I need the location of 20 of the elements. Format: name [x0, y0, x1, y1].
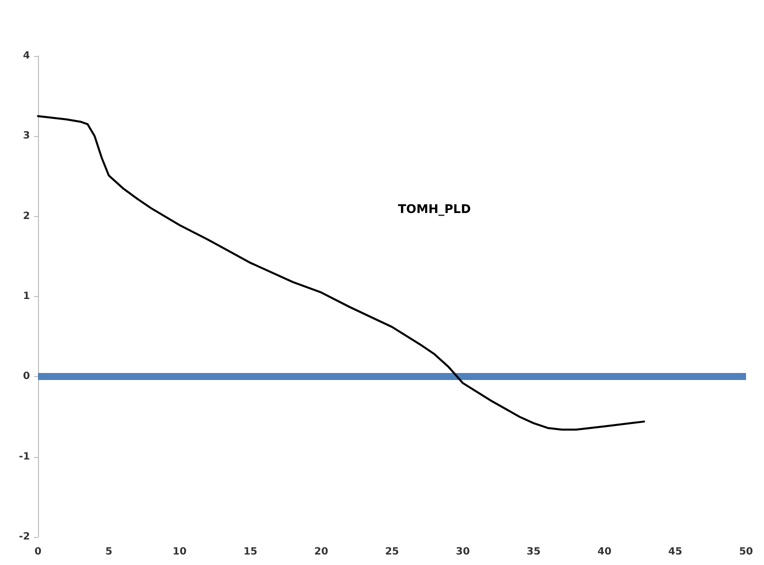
- x-tick-label: 0: [34, 546, 42, 558]
- x-tick-label: 20: [314, 546, 328, 558]
- x-tick-label: 30: [456, 546, 470, 558]
- y-tick-label: 0: [23, 371, 30, 382]
- x-tick-label: 40: [597, 546, 612, 558]
- y-tick-label: -1: [18, 451, 30, 462]
- y-tick-label: 2: [23, 210, 30, 222]
- x-tick-label: 45: [668, 546, 682, 558]
- x-tick-label: 5: [105, 546, 112, 558]
- y-tick-label: 1: [23, 291, 30, 302]
- x-tick-label: 25: [385, 546, 400, 558]
- x-tick-label: 50: [739, 546, 754, 558]
- x-tick-label: 10: [172, 546, 187, 558]
- y-tick-label: 4: [23, 50, 30, 62]
- y-tick-label: -2: [18, 532, 30, 542]
- x-tick-label: 35: [526, 546, 541, 558]
- annotation: TOMH_PLD: [398, 202, 471, 216]
- y-tick-label: 3: [23, 130, 30, 142]
- x-tick-label: 15: [243, 546, 258, 558]
- line-series: [37, 115, 646, 431]
